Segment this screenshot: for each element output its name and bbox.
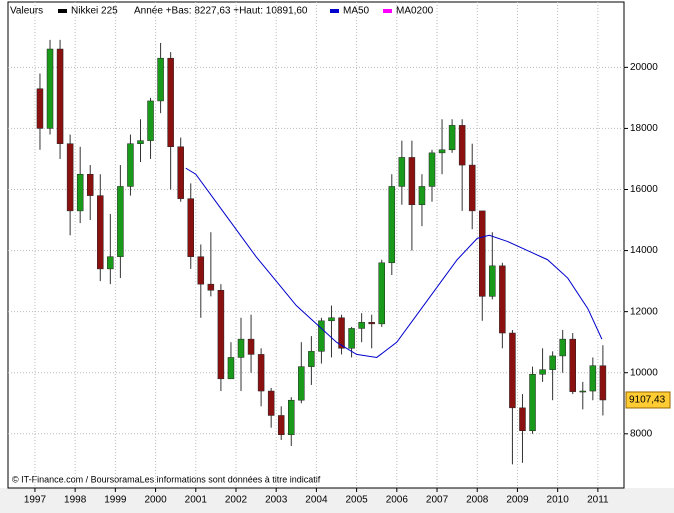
candle-body (237, 338, 245, 358)
candle-body (398, 157, 406, 187)
candle-body (97, 195, 104, 270)
candle-body (418, 186, 426, 206)
candle-body (107, 256, 114, 270)
candle-body (167, 57, 174, 147)
range-note: Année +Bas: 8227,63 +Haut: 10891,60 (134, 6, 308, 17)
legend-label: Nikkei 225 (71, 6, 118, 17)
candle-body (328, 317, 335, 322)
candle-body (308, 351, 315, 367)
candle-body (137, 140, 144, 144)
x-tick-label: 2007 (426, 495, 449, 506)
candle-body (368, 322, 375, 325)
candle-body (489, 265, 496, 297)
x-axis-band (0, 488, 674, 513)
candle-body (438, 149, 446, 154)
candle-body (76, 173, 84, 212)
candle-body (338, 317, 345, 349)
candle-body (46, 48, 54, 129)
x-tick-label: 2006 (386, 495, 409, 506)
x-tick-label: 2003 (265, 495, 288, 506)
candle-body (267, 390, 275, 416)
candle-body (348, 328, 355, 349)
header-label: Valeurs (10, 6, 43, 17)
candle-body (388, 186, 396, 264)
candle-body (458, 125, 466, 166)
legend-label: MA0200 (396, 6, 434, 17)
candle-body (217, 290, 225, 380)
legend-label: MA50 (343, 6, 370, 17)
x-tick-label: 1998 (64, 495, 87, 506)
candle-body (589, 365, 597, 392)
y-tick-label: 10000 (630, 367, 658, 378)
candle-body (499, 265, 506, 334)
candle-body (569, 338, 576, 392)
legend-swatch (383, 9, 392, 13)
x-tick-label: 2011 (587, 495, 609, 506)
x-tick-label: 2010 (547, 495, 570, 506)
candle-body (358, 322, 365, 329)
y-tick-label: 18000 (630, 123, 658, 134)
candle-body (187, 198, 194, 257)
x-tick-label: 2005 (345, 495, 368, 506)
source: © IT-Finance.com / BoursoramaLes informa… (12, 474, 321, 484)
x-tick-label: 1999 (104, 495, 127, 506)
x-tick-label: 2001 (185, 495, 208, 506)
candle-body (318, 320, 325, 352)
candle-body (247, 338, 255, 355)
candle-body (509, 332, 516, 409)
candle-body (36, 88, 44, 129)
x-tick-label: 2004 (305, 495, 328, 506)
candle-body (579, 390, 587, 393)
candle-body (227, 357, 235, 380)
y-tick-label: 14000 (630, 245, 658, 256)
legend-swatch (330, 9, 339, 13)
candle-body (147, 100, 154, 141)
candle-body (257, 354, 265, 392)
candle-body (66, 143, 74, 212)
last-price-box (625, 391, 671, 409)
x-tick-label: 2000 (144, 495, 167, 506)
candle-body (428, 152, 436, 187)
candle-body (519, 407, 526, 431)
candle-body (549, 355, 556, 370)
candle-body (599, 365, 607, 401)
candle-body (408, 157, 416, 206)
candle-body (56, 48, 64, 144)
y-tick-label: 20000 (630, 62, 658, 73)
candle-body (378, 262, 385, 325)
candle-body (468, 164, 476, 212)
candle-body (177, 146, 184, 199)
candle-body (157, 57, 164, 102)
candle-body (479, 210, 486, 297)
candle-body (86, 173, 94, 196)
x-tick-label: 2009 (506, 495, 529, 506)
candle-body (448, 125, 456, 151)
candle-body (127, 143, 134, 187)
ma-line (185, 167, 603, 358)
candle-body (529, 373, 536, 431)
legend-swatch (58, 9, 67, 13)
candle-body (207, 283, 215, 291)
y-tick-label: 16000 (630, 184, 658, 195)
x-tick-label: 1997 (24, 495, 47, 506)
candle-body (197, 256, 205, 285)
candle-body (559, 338, 566, 357)
candle-body (117, 186, 124, 257)
y-tick-label: 12000 (630, 306, 658, 317)
candle-body (539, 369, 546, 375)
candle-body (277, 415, 285, 435)
candle-body (288, 399, 295, 435)
y-tick-label: 8000 (630, 428, 653, 439)
last-price-label: 9107,43 (629, 395, 666, 406)
x-tick-label: 2002 (225, 495, 248, 506)
x-tick-label: 2008 (466, 495, 489, 506)
candle-body (298, 366, 305, 401)
